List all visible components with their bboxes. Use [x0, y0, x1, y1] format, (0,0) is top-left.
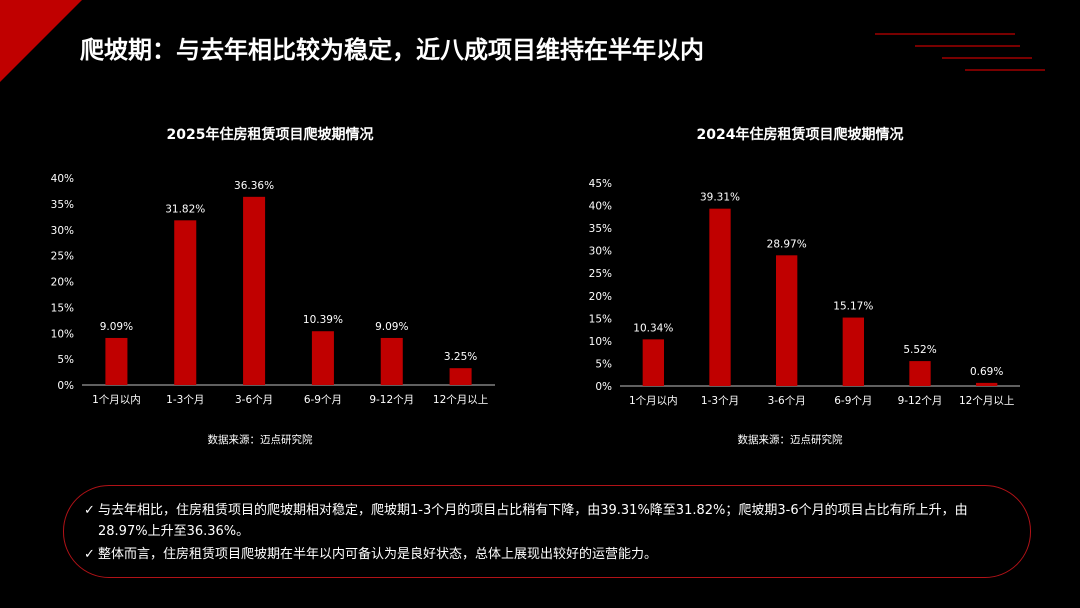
bar	[709, 208, 731, 386]
bar	[776, 255, 798, 386]
x-tick-label: 1个月以内	[629, 394, 678, 407]
chart-2024-svg: 2024年住房租赁项目爬坡期情况 0% 5% 10% 15% 20% 25% 30% 35% 40…	[589, 126, 1020, 446]
summary-point-1: ✓ 与去年相比，住房租赁项目的爬坡期相对稳定，爬坡期1-3个月的项目占比稍有下降…	[84, 500, 994, 542]
x-tick-label: 3-6个月	[235, 394, 273, 406]
y-tick-label: 35%	[51, 199, 74, 211]
y-tick-label: 5%	[595, 358, 612, 370]
summary-point-1-text: 与去年相比，住房租赁项目的爬坡期相对稳定，爬坡期1-3个月的项目占比稍有下降，由…	[98, 503, 968, 539]
bar	[311, 331, 334, 385]
x-tick-label: 1-3个月	[701, 395, 739, 407]
data-label: 10.34%	[633, 322, 673, 334]
y-tick-label: 25%	[589, 268, 612, 280]
y-tick-label: 40%	[589, 201, 612, 213]
corner-accent-triangle	[0, 0, 82, 82]
x-tick-label: 6-9个月	[834, 395, 872, 407]
data-label: 15.17%	[833, 301, 873, 313]
summary-point-2: ✓ 整体而言，住房租赁项目爬坡期在半年以内可备认为是良好状态，总体上展现出较好的…	[84, 544, 994, 565]
data-label: 5.52%	[903, 344, 936, 356]
y-tick-label: 30%	[51, 225, 74, 237]
x-tick-label: 1-3个月	[166, 394, 204, 406]
check-icon: ✓	[84, 503, 95, 518]
data-label: 9.09%	[375, 321, 408, 333]
page-title: 爬坡期：与去年相比较为稳定，近八成项目维持在半年以内	[80, 36, 704, 64]
y-tick-label: 25%	[51, 251, 74, 263]
y-tick-label: 40%	[51, 173, 74, 185]
bar	[105, 337, 128, 385]
y-tick-label: 15%	[51, 302, 74, 314]
chart-title: 2025年住房租赁项目爬坡期情况	[167, 126, 374, 143]
x-tick-label: 1个月以内	[92, 393, 141, 406]
y-tick-label: 45%	[589, 178, 612, 190]
bar	[380, 337, 403, 385]
bar	[976, 382, 998, 386]
data-label: 28.97%	[767, 238, 807, 250]
bar	[909, 361, 931, 386]
x-tick-label: 12个月以上	[959, 395, 1014, 407]
data-label: 3.25%	[444, 351, 477, 363]
summary-box: ✓ 与去年相比，住房租赁项目的爬坡期相对稳定，爬坡期1-3个月的项目占比稍有下降…	[63, 485, 1031, 578]
data-label: 36.36%	[234, 180, 274, 192]
bar	[642, 339, 664, 386]
bar	[174, 220, 197, 385]
y-tick-label: 20%	[589, 291, 612, 303]
x-tick-label: 6-9个月	[304, 394, 342, 406]
source-note: 数据来源：迈点研究院	[738, 433, 843, 446]
y-tick-label: 10%	[51, 328, 74, 340]
x-tick-label: 9-12个月	[898, 395, 943, 407]
summary-point-2-text: 整体而言，住房租赁项目爬坡期在半年以内可备认为是良好状态，总体上展现出较好的运营…	[98, 547, 658, 562]
chart-2025: 2025年住房租赁项目爬坡期情况 0% 5% 10% 15% 20% 25% 30% 35% 40…	[30, 116, 510, 456]
data-label: 31.82%	[165, 203, 205, 215]
y-tick-label: 20%	[51, 277, 74, 289]
bar	[449, 368, 472, 385]
source-note: 数据来源：迈点研究院	[208, 433, 313, 446]
x-tick-label: 12个月以上	[433, 394, 488, 406]
data-label: 9.09%	[100, 321, 133, 333]
y-tick-label: 0%	[595, 381, 612, 393]
x-tick-label: 9-12个月	[369, 394, 414, 406]
bar	[243, 196, 266, 385]
x-tick-label: 3-6个月	[768, 395, 806, 407]
y-tick-label: 35%	[589, 223, 612, 235]
y-tick-label: 0%	[57, 380, 74, 392]
y-tick-label: 10%	[589, 336, 612, 348]
check-icon: ✓	[84, 547, 95, 562]
chart-2025-svg: 2025年住房租赁项目爬坡期情况 0% 5% 10% 15% 20% 25% 30% 35% 40…	[51, 126, 495, 446]
data-label: 10.39%	[303, 314, 343, 326]
bar	[842, 317, 864, 386]
chart-2024: 2024年住房租赁项目爬坡期情况 0% 5% 10% 15% 20% 25% 30% 35% 40…	[560, 116, 1040, 456]
y-tick-label: 5%	[57, 354, 74, 366]
y-tick-label: 30%	[589, 246, 612, 258]
chart-title: 2024年住房租赁项目爬坡期情况	[697, 126, 904, 143]
decorative-lines	[875, 33, 1045, 71]
data-label: 0.69%	[970, 366, 1003, 378]
data-label: 39.31%	[700, 192, 740, 204]
y-tick-label: 15%	[589, 313, 612, 325]
